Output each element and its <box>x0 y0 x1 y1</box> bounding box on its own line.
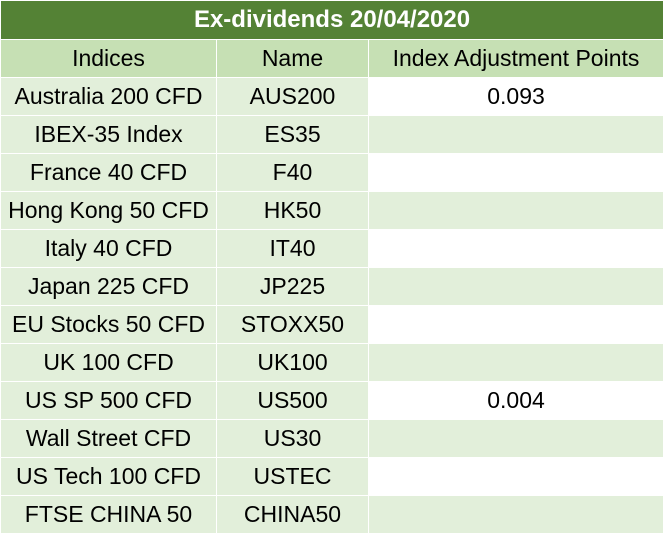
header-index-adjustment-points: Index Adjustment Points <box>369 40 663 78</box>
adjustment-points-cell <box>369 420 663 458</box>
name-cell: AUS200 <box>217 78 369 116</box>
name-cell: F40 <box>217 154 369 192</box>
adjustment-points-cell <box>369 154 663 192</box>
table-title: Ex-dividends 20/04/2020 <box>1 1 663 40</box>
header-name: Name <box>217 40 369 78</box>
name-cell: UK100 <box>217 344 369 382</box>
name-cell: IT40 <box>217 230 369 268</box>
index-cell: IBEX-35 Index <box>1 116 217 154</box>
index-cell: Hong Kong 50 CFD <box>1 192 217 230</box>
title-row: Ex-dividends 20/04/2020 <box>1 1 663 40</box>
adjustment-points-cell <box>369 268 663 306</box>
adjustment-points-cell: 0.004 <box>369 382 663 420</box>
adjustment-points-cell <box>369 116 663 154</box>
name-cell: US500 <box>217 382 369 420</box>
index-cell: Wall Street CFD <box>1 420 217 458</box>
adjustment-points-cell <box>369 344 663 382</box>
name-cell: STOXX50 <box>217 306 369 344</box>
index-cell: Japan 225 CFD <box>1 268 217 306</box>
index-cell: Australia 200 CFD <box>1 78 217 116</box>
name-cell: USTEC <box>217 458 369 496</box>
name-cell: US30 <box>217 420 369 458</box>
index-cell: US Tech 100 CFD <box>1 458 217 496</box>
index-cell: US SP 500 CFD <box>1 382 217 420</box>
index-cell: UK 100 CFD <box>1 344 217 382</box>
adjustment-points-cell <box>369 458 663 496</box>
index-cell: France 40 CFD <box>1 154 217 192</box>
adjustment-points-cell: 0.093 <box>369 78 663 116</box>
name-cell: ES35 <box>217 116 369 154</box>
adjustment-points-cell <box>369 192 663 230</box>
header-row: Indices Name Index Adjustment Points <box>1 40 663 78</box>
name-cell: JP225 <box>217 268 369 306</box>
header-indices: Indices <box>1 40 217 78</box>
adjustment-points-cell <box>369 230 663 268</box>
adjustment-points-cell <box>369 306 663 344</box>
index-cell: EU Stocks 50 CFD <box>1 306 217 344</box>
index-cell: Italy 40 CFD <box>1 230 217 268</box>
name-cell: HK50 <box>217 192 369 230</box>
